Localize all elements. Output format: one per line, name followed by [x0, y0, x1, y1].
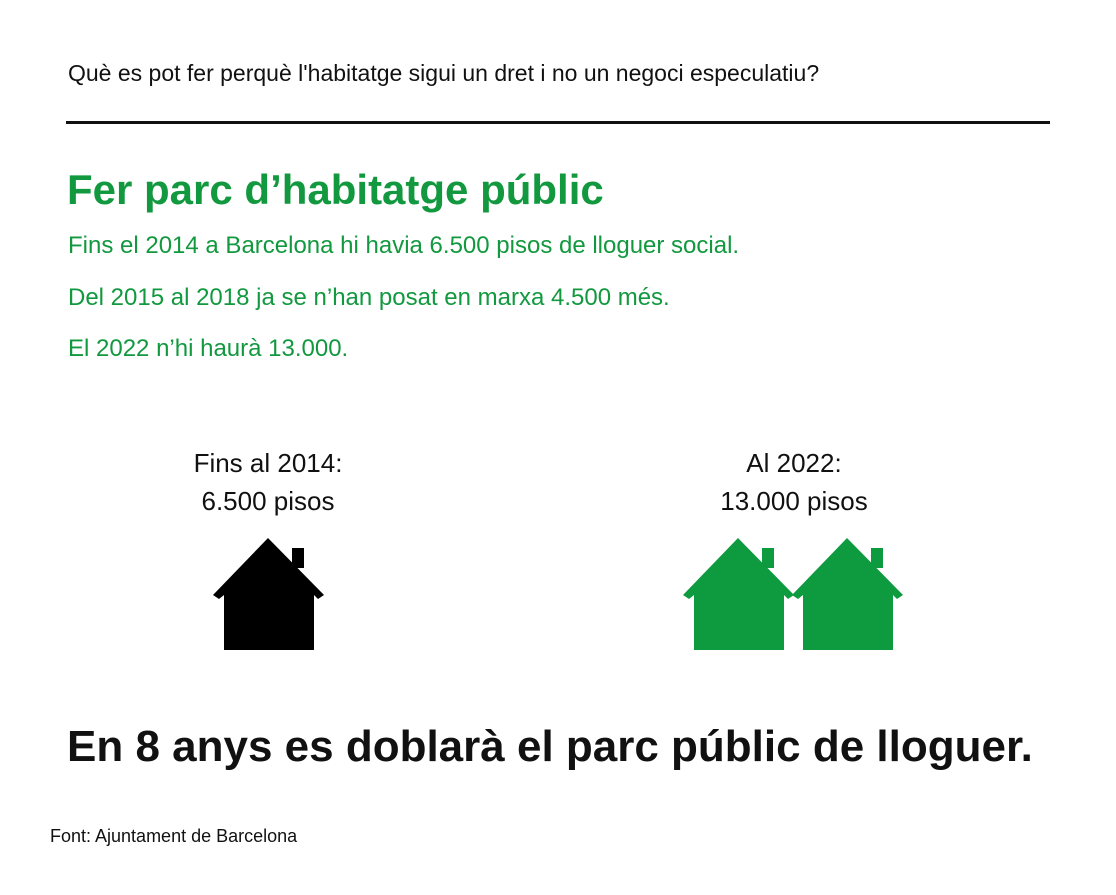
- conclusion: En 8 anys es doblarà el parc públic de l…: [67, 722, 1033, 771]
- comparison-label: Al 2022:: [746, 448, 842, 478]
- comparison-label: Fins al 2014:: [193, 448, 343, 478]
- house-icon: [792, 538, 903, 650]
- comparison-value: 6.500 pisos: [201, 486, 335, 516]
- house-icon: [683, 538, 794, 650]
- house-icon: [213, 538, 324, 650]
- source: Font: Ajuntament de Barcelona: [50, 826, 298, 846]
- fact-line: El 2022 n’hi haurà 13.000.: [68, 335, 349, 362]
- section-title: Fer parc d’habitatge públic: [67, 166, 604, 213]
- fact-line: Del 2015 al 2018 ja se n’han posat en ma…: [68, 284, 670, 311]
- question: Què es pot fer perquè l'habitatge sigui …: [68, 60, 820, 86]
- divider: [66, 121, 1050, 124]
- comparison-value: 13.000 pisos: [720, 486, 868, 516]
- fact-line: Fins el 2014 a Barcelona hi havia 6.500 …: [68, 232, 740, 259]
